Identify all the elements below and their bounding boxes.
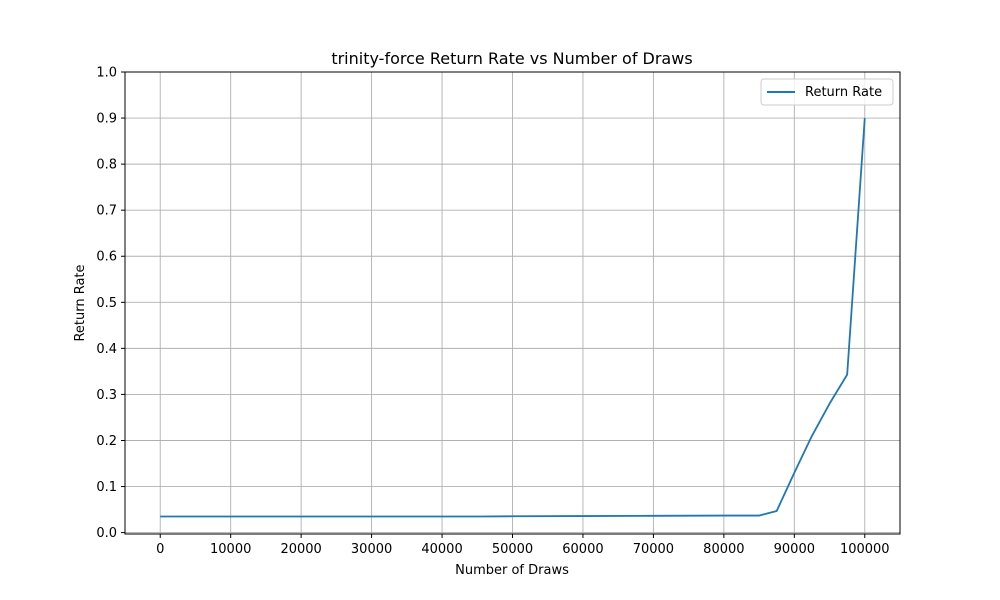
x-axis-label: Number of Draws [455, 563, 569, 578]
series-layer [160, 117, 866, 518]
y-tick-label: 0.3 [96, 388, 117, 403]
x-tick-label: 10000 [210, 542, 251, 557]
y-tick-label: 0.6 [96, 250, 117, 265]
series-line-return-rate [160, 117, 866, 518]
y-tick-label: 0.9 [96, 112, 117, 127]
chart-title: trinity-force Return Rate vs Number of D… [331, 49, 692, 68]
x-tick-label: 60000 [562, 542, 603, 557]
y-tick-label: 0.5 [96, 296, 117, 311]
x-tick-label: 20000 [280, 542, 321, 557]
y-tick-label: 0.0 [96, 526, 117, 541]
x-tick-label: 70000 [633, 542, 674, 557]
y-axis-label: Return Rate [73, 264, 88, 341]
x-tick-label: 40000 [421, 542, 462, 557]
legend: Return Rate [760, 78, 894, 106]
y-tick-label: 0.1 [96, 480, 117, 495]
x-tick-label: 100000 [840, 542, 890, 557]
y-tick-label: 1.0 [96, 66, 117, 81]
x-tick-label: 50000 [492, 542, 533, 557]
y-tick-label: 0.8 [96, 158, 117, 173]
x-tick-label: 0 [156, 542, 164, 557]
y-tick-label: 0.2 [96, 434, 117, 449]
x-tick-label: 80000 [703, 542, 744, 557]
legend-box [760, 78, 894, 106]
y-tick-label: 0.4 [96, 342, 117, 357]
x-tick-label: 30000 [351, 542, 392, 557]
x-axis-ticks: 0 10000 20000 30000 40000 50000 60000 70000 8000… [156, 534, 890, 557]
x-tick-label: 90000 [774, 542, 815, 557]
legend-label-return-rate: Return Rate [805, 85, 882, 100]
y-axis-ticks: 0.0 0.1 0.2 0.3 0.4 0.5 0.6 0.7 0.8 0.9 1.0 [96, 66, 125, 541]
y-tick-label: 0.7 [96, 204, 117, 219]
